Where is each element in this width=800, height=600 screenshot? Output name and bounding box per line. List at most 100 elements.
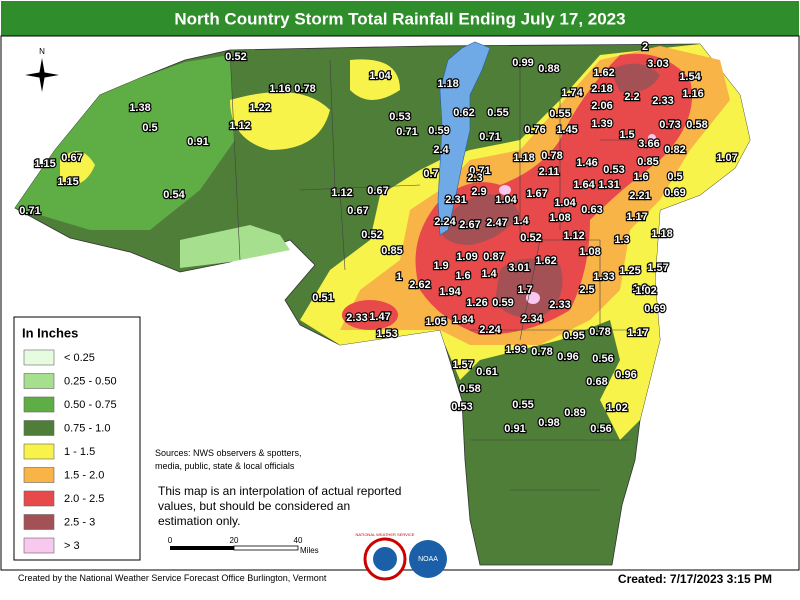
station-value: 0.62 [453, 107, 474, 119]
station-value: 1.3 [614, 234, 629, 246]
legend-label: 0.75 - 1.0 [64, 422, 110, 434]
station-value: 2.31 [445, 194, 466, 206]
legend-label: 2.0 - 2.5 [64, 493, 104, 505]
station-value: 0.67 [347, 205, 368, 217]
station-value: 0.99 [512, 57, 533, 69]
legend-label: 0.25 - 0.50 [64, 375, 117, 387]
region-red [415, 53, 692, 335]
logo-text: NOAA [418, 556, 438, 563]
station-value: 2.34 [521, 313, 543, 325]
station-value: 0.91 [504, 423, 525, 435]
noaa-logo [409, 540, 447, 578]
logos: NATIONAL WEATHER SERVICE NOAA [356, 532, 447, 581]
station-value: 1.64 [573, 179, 595, 191]
station-value: 1.4 [513, 215, 529, 227]
legend: In Inches < 0.25 0.25 - 0.50 0.50 - 0.75 0.… [13, 316, 141, 561]
station-value: 0.89 [564, 407, 585, 419]
station-value: 2.62 [409, 279, 430, 291]
station-value: 1 [396, 271, 402, 283]
station-value: 1.7 [517, 284, 532, 296]
station-value: 1.4 [481, 268, 497, 280]
station-value: 3.03 [647, 58, 668, 70]
station-value: 0.59 [492, 297, 513, 309]
station-value: 0.68 [586, 376, 607, 388]
station-value: 1.02 [606, 402, 627, 414]
legend-label: 2.5 - 3 [64, 516, 95, 528]
scale-bar: 0 20 40 Miles [168, 536, 319, 555]
station-value: 0.67 [61, 152, 82, 164]
compass-arrow [25, 72, 59, 78]
station-value: 1.38 [129, 102, 150, 114]
station-labels: 0.52 1.16 0.78 1.04 1.18 0.99 0.88 2 3.03 1.62 1.5… [18, 40, 739, 436]
station-value: 0.51 [312, 292, 333, 304]
legend-title: In Inches [22, 325, 78, 340]
station-value: 0.63 [581, 204, 602, 216]
legend-swatch [23, 490, 55, 507]
station-value: 0.69 [664, 187, 685, 199]
legend-label: 1.5 - 2.0 [64, 469, 104, 481]
station-value: 0.71 [469, 165, 490, 177]
station-value: 0.69 [644, 303, 665, 315]
note: estimation only. [158, 514, 240, 528]
station-value: 0.88 [538, 63, 559, 75]
station-value: 1.18 [651, 228, 672, 240]
station-value: 0.95 [563, 330, 584, 342]
station-value: 1.04 [495, 194, 517, 206]
station-value: 3.01 [508, 262, 529, 274]
station-value: 0.82 [664, 144, 685, 156]
station-value: 2.5 [579, 284, 594, 296]
legend-swatch [23, 349, 55, 366]
region-pink [499, 185, 511, 195]
station-value: 0.53 [451, 401, 472, 413]
station-value: 0.56 [590, 423, 611, 435]
scale-tick: 40 [294, 536, 303, 545]
station-value: 0.78 [294, 83, 315, 95]
title-bar [1, 1, 799, 36]
station-value: 2.9 [471, 186, 486, 198]
station-value: 1.46 [576, 157, 597, 169]
legend-swatch [23, 537, 55, 554]
note: values, but should be considered an [158, 499, 350, 513]
station-value: 1.39 [591, 118, 612, 130]
station-value: 1.12 [563, 230, 584, 242]
station-value: 0.54 [163, 189, 185, 201]
station-value: 1.04 [554, 197, 576, 209]
station-value: 1.12 [331, 187, 352, 199]
legend-label: 1 - 1.5 [64, 446, 95, 458]
region-light-green [15, 55, 235, 230]
station-value: 0.76 [524, 124, 545, 136]
station-value: 0.71 [479, 131, 500, 143]
station-value: 2.4 [433, 144, 449, 156]
station-value: 0.59 [428, 125, 449, 137]
station-value: 0.53 [603, 164, 624, 176]
credit: Created by the National Weather Service … [18, 573, 327, 583]
legend-label: 0.50 - 0.75 [64, 399, 117, 411]
lake-champlain [437, 41, 491, 236]
station-value: 1.18 [437, 78, 458, 90]
station-value: 1.12 [229, 120, 250, 132]
station-value: 1.08 [549, 212, 570, 224]
station-value: 0.55 [549, 108, 570, 120]
legend-swatch [23, 514, 55, 530]
station-value: 0.61 [476, 366, 497, 378]
title: North Country Storm Total Rainfall Endin… [174, 9, 625, 28]
compass: N [25, 47, 59, 92]
station-value: 0.73 [659, 119, 680, 131]
station-value: 1.6 [632, 283, 647, 295]
scale-tick: 20 [230, 536, 239, 545]
legend-label: < 0.25 [64, 352, 95, 364]
note: This map is an interpolation of actual r… [158, 484, 401, 498]
station-value: 0.52 [361, 229, 382, 241]
station-value: 1.93 [505, 344, 526, 356]
station-value: 1.53 [376, 328, 397, 340]
station-value: 1.02 [635, 285, 656, 297]
station-value: 2.18 [591, 83, 612, 95]
station-value: 1.74 [561, 87, 583, 99]
station-value: 2.24 [479, 324, 501, 336]
station-value: 1.33 [593, 271, 614, 283]
station-value: 0.53 [389, 111, 410, 123]
station-value: 1.18 [513, 152, 534, 164]
legend-swatch [23, 373, 55, 389]
station-value: 1.04 [369, 70, 391, 82]
